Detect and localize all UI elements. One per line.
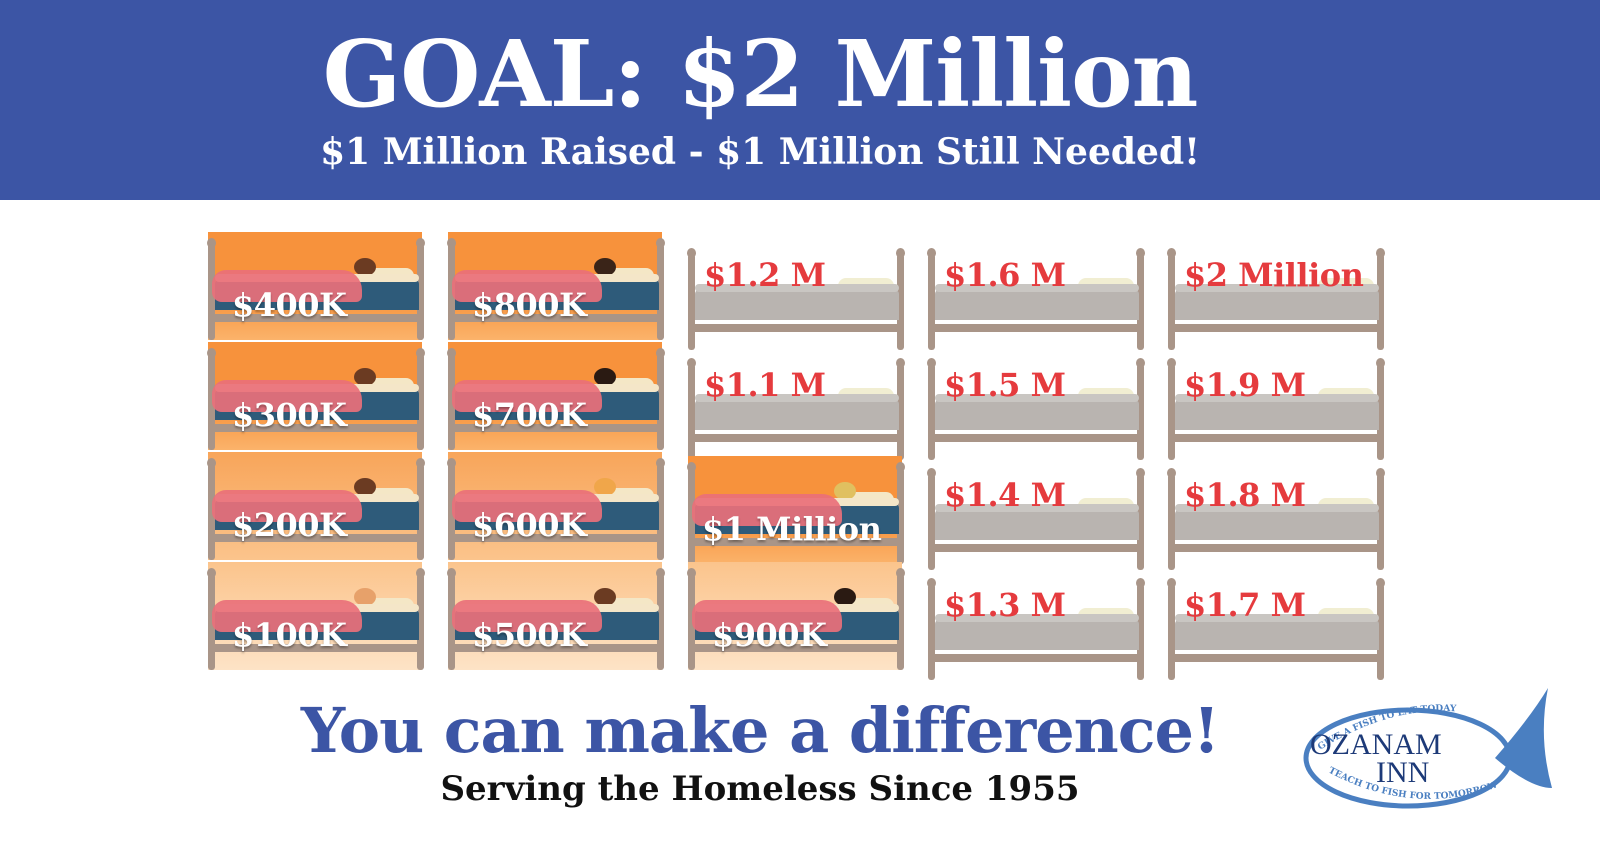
bed-label: $2 Million xyxy=(1184,256,1364,294)
bed-label: $1.6 M xyxy=(944,256,1066,294)
bed-100k: $100K xyxy=(206,560,428,670)
bed-label: $1.1 M xyxy=(704,366,826,404)
bed-1-million: $1 Million xyxy=(686,454,908,564)
bed-label: $1.3 M xyxy=(944,586,1066,624)
bed-label: $600K xyxy=(472,506,587,544)
since-tagline: Serving the Homeless Since 1955 xyxy=(440,769,1080,809)
call-to-action: You can make a difference! xyxy=(300,694,1220,767)
bed-700k: $700K xyxy=(446,340,668,450)
bed-label: $800K xyxy=(472,286,587,324)
bed-400k: $400K xyxy=(206,230,428,340)
bed-1-1m: $1.1 M xyxy=(686,350,908,460)
bed-800k: $800K xyxy=(446,230,668,340)
bed-label: $100K xyxy=(232,616,347,654)
bed-1-2m: $1.2 M xyxy=(686,240,908,350)
bed-1-4m: $1.4 M xyxy=(926,460,1148,570)
bed-label: $1 Million xyxy=(702,510,882,548)
bed-label: $700K xyxy=(472,396,587,434)
bed-label: $1.2 M xyxy=(704,256,826,294)
bed-200k: $200K xyxy=(206,450,428,560)
bed-label: $300K xyxy=(232,396,347,434)
bed-1-9m: $1.9 M xyxy=(1166,350,1388,460)
goal-subtitle: $1 Million Raised - $1 Million Still Nee… xyxy=(320,131,1200,173)
logo-name-line2: INN xyxy=(1376,756,1429,789)
bed-500k: $500K xyxy=(446,560,668,670)
bed-label: $1.9 M xyxy=(1184,366,1306,404)
bed-300k: $300K xyxy=(206,340,428,450)
bed-600k: $600K xyxy=(446,450,668,560)
bed-label: $1.5 M xyxy=(944,366,1066,404)
bed-label: $1.4 M xyxy=(944,476,1066,514)
bed-1-5m: $1.5 M xyxy=(926,350,1148,460)
bed-900k: $900K xyxy=(686,560,908,670)
ozanam-inn-logo: GIVE A FISH TO EAT TODAY TEACH TO FISH F… xyxy=(1303,688,1552,809)
goal-title: GOAL: $2 Million xyxy=(322,20,1199,128)
bed-label: $500K xyxy=(472,616,587,654)
header-banner: GOAL: $2 Million $1 Million Raised - $1 … xyxy=(0,0,1600,200)
bed-grid: $400K $300K $200K $100K $800K $700K $600… xyxy=(206,230,1388,680)
bed-1-8m: $1.8 M xyxy=(1166,460,1388,570)
bed-1-3m: $1.3 M xyxy=(926,570,1148,680)
bed-label: $400K xyxy=(232,286,347,324)
bed-2-million: $2 Million xyxy=(1166,240,1388,350)
bed-label: $1.8 M xyxy=(1184,476,1306,514)
bed-label: $1.7 M xyxy=(1184,586,1306,624)
bed-1-6m: $1.6 M xyxy=(926,240,1148,350)
bed-label: $900K xyxy=(712,616,827,654)
bed-label: $200K xyxy=(232,506,347,544)
bed-1-7m: $1.7 M xyxy=(1166,570,1388,680)
logo-name-line1: OZANAM xyxy=(1310,728,1442,761)
